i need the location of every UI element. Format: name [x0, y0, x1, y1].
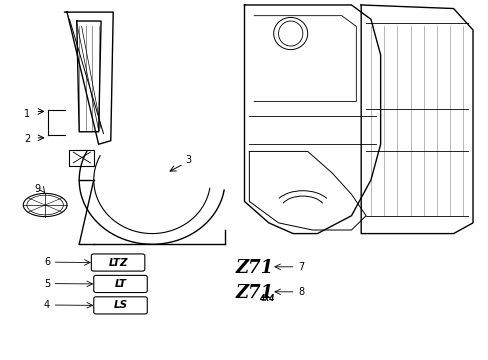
Ellipse shape — [278, 21, 302, 46]
Text: LS: LS — [113, 300, 127, 310]
Text: 1: 1 — [24, 109, 30, 119]
Text: 9: 9 — [35, 184, 41, 194]
Text: 6: 6 — [44, 257, 50, 267]
Text: 4: 4 — [44, 300, 50, 310]
Text: LT: LT — [114, 279, 126, 289]
FancyBboxPatch shape — [94, 275, 147, 293]
Text: 8: 8 — [297, 287, 304, 297]
Ellipse shape — [273, 18, 307, 50]
Text: LTZ: LTZ — [108, 257, 127, 267]
Text: Z71: Z71 — [235, 258, 273, 276]
Text: 4x4: 4x4 — [258, 294, 273, 303]
Text: Z71: Z71 — [235, 284, 273, 302]
Text: 5: 5 — [43, 279, 50, 289]
Ellipse shape — [27, 195, 63, 215]
FancyBboxPatch shape — [91, 254, 144, 271]
Text: 3: 3 — [185, 156, 191, 165]
Text: 2: 2 — [24, 134, 30, 144]
Text: 7: 7 — [297, 262, 304, 272]
Ellipse shape — [23, 193, 67, 217]
FancyBboxPatch shape — [94, 297, 147, 314]
FancyBboxPatch shape — [69, 150, 94, 166]
